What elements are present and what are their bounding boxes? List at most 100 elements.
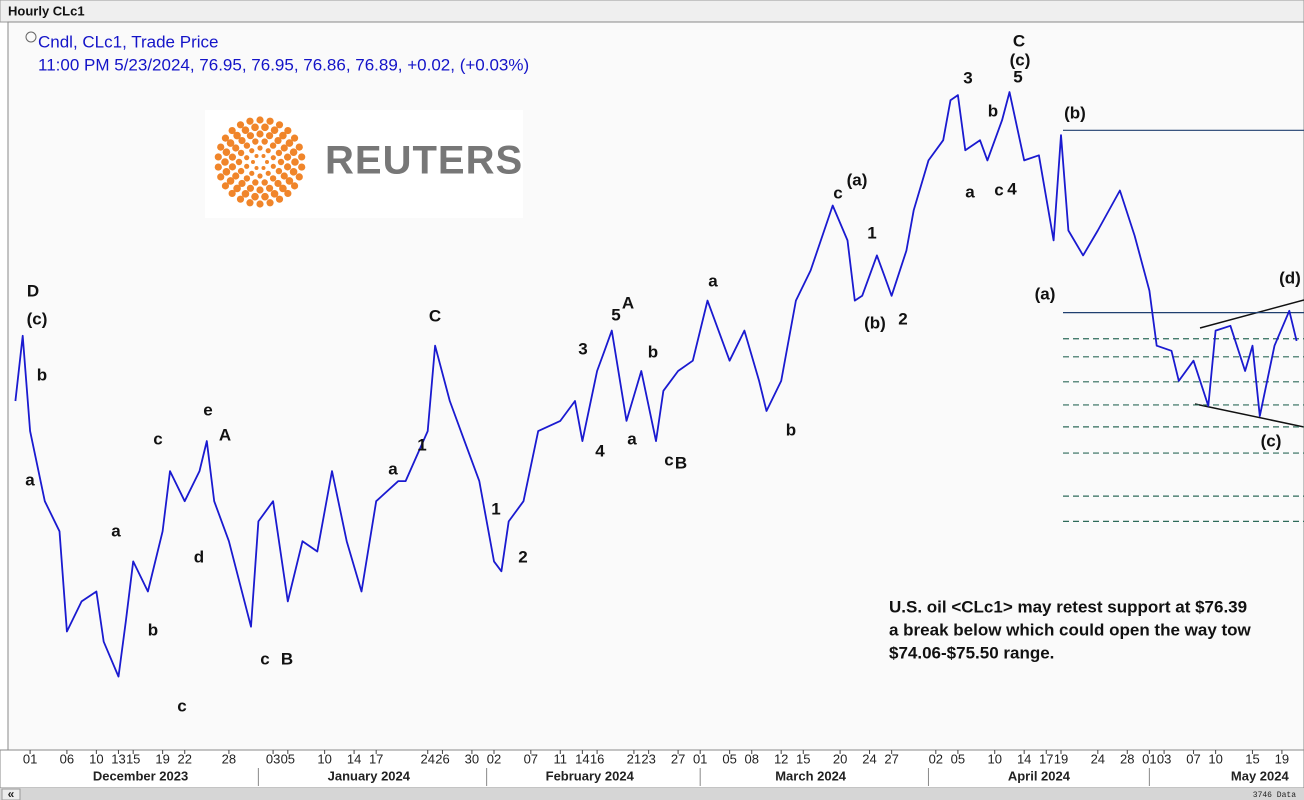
wave-label: A	[219, 425, 231, 444]
logo-dot	[275, 167, 283, 175]
wave-label: (c)	[1010, 50, 1031, 69]
x-tick-label: 17	[369, 751, 383, 766]
logo-dot	[256, 186, 264, 194]
x-tick-label: 22	[177, 751, 191, 766]
logo-dot	[221, 134, 230, 142]
x-tick-label: 19	[155, 751, 169, 766]
x-tick-label: 13	[111, 751, 125, 766]
plot	[14, 91, 1304, 678]
x-tick-label: 10	[317, 751, 331, 766]
info-icon[interactable]	[25, 31, 37, 43]
wave-label: c	[153, 429, 162, 448]
logo-dot	[270, 190, 279, 198]
logo-dot	[275, 149, 283, 157]
logo-dot	[261, 123, 269, 132]
month-label: March 2024	[775, 768, 847, 783]
x-tick-label: 15	[796, 751, 810, 766]
x-tick-label: 08	[744, 751, 758, 766]
x-tick-label: 14	[347, 751, 361, 766]
logo-dot	[274, 179, 282, 188]
month-label: May 2024	[1231, 768, 1290, 783]
reuters-logo: REUTERS	[205, 110, 523, 218]
wave-label: 3	[963, 68, 972, 87]
x-tick-label: 05	[951, 751, 965, 766]
logo-dot	[238, 136, 246, 145]
wave-label: 5	[1013, 67, 1022, 86]
x-tick-label: 03	[1157, 751, 1171, 766]
x-tick-label: 01	[693, 751, 707, 766]
wave-label: D	[27, 281, 39, 300]
logo-text: REUTERS	[325, 139, 523, 183]
note-line: a break below which could open the way t…	[889, 620, 1252, 639]
wave-label: c	[994, 180, 1003, 199]
x-tick-label: 14	[1017, 751, 1031, 766]
wave-label: b	[786, 420, 796, 439]
logo-dot	[214, 163, 222, 171]
logo-dot	[270, 126, 279, 134]
note: U.S. oil <CLc1> may retest support at $7…	[889, 597, 1252, 662]
logo-dot	[280, 144, 288, 152]
wave-label: 1	[417, 435, 426, 454]
wave-label: C	[429, 306, 441, 325]
note-line: $74.06-$75.50 range.	[889, 643, 1054, 662]
logo-dot	[269, 142, 277, 149]
x-tick-label: 01	[23, 751, 37, 766]
logo-dot	[251, 123, 259, 132]
wave-label: e	[203, 400, 212, 419]
logo-dot	[228, 153, 237, 161]
logo-dot	[249, 148, 255, 154]
x-tick-label: 12	[774, 751, 788, 766]
wave-label: 2	[898, 309, 907, 328]
x-tick-label: 07	[524, 751, 538, 766]
logo-dot	[285, 177, 294, 185]
x-tick-label: 05	[281, 751, 295, 766]
scroll-left-icon[interactable]: «	[8, 787, 15, 800]
month-label: January 2024	[328, 768, 411, 783]
logo-dot	[289, 148, 298, 156]
logo-dot	[261, 138, 268, 145]
logo-dot	[289, 168, 298, 176]
x-tick-label: 21	[627, 751, 641, 766]
wave-label: a	[388, 459, 398, 478]
logo-dot	[221, 182, 230, 190]
status: 3746 Data	[1253, 791, 1296, 800]
logo-dot	[269, 175, 277, 182]
wave-label: a	[708, 271, 718, 290]
x-tick-label: 15	[126, 751, 140, 766]
logo-dot	[232, 172, 240, 180]
logo-dot	[251, 160, 255, 164]
logo-dot	[244, 163, 250, 169]
logo-dot	[222, 168, 231, 176]
logo-dot	[283, 153, 292, 161]
x-tick-label: 05	[722, 751, 736, 766]
logo-dot	[265, 132, 274, 140]
wave-label: (d)	[1279, 268, 1301, 287]
wave-label: B	[281, 649, 293, 668]
window-title: Hourly CLc1	[8, 3, 85, 18]
logo-dot	[222, 148, 231, 156]
logo-dot	[251, 192, 259, 201]
wave-label: c	[833, 183, 842, 202]
x-tick-label: 06	[60, 751, 74, 766]
x-tick-label: 27	[884, 751, 898, 766]
x-tick-label: 30	[465, 751, 479, 766]
wave-label: c	[260, 649, 269, 668]
scroll-left[interactable]	[1, 788, 21, 800]
wave-label: C	[1013, 31, 1025, 50]
logo-dot	[270, 163, 276, 169]
logo-dot	[277, 158, 285, 166]
x-tick-label: 01	[1142, 751, 1156, 766]
wave-label: 1	[867, 223, 876, 242]
x-tick-label: 24	[862, 751, 876, 766]
x-tick-label: 20	[833, 751, 847, 766]
x-tick-label: 17	[1039, 751, 1053, 766]
subtitle: Cndl, CLc1, Trade Price	[38, 32, 218, 51]
wave-label: b	[37, 365, 47, 384]
logo-dot	[236, 121, 245, 129]
x-tick-label: 24	[1091, 751, 1105, 766]
logo-dot	[295, 173, 303, 181]
logo-dot	[243, 142, 251, 149]
logo-dot	[295, 143, 303, 151]
